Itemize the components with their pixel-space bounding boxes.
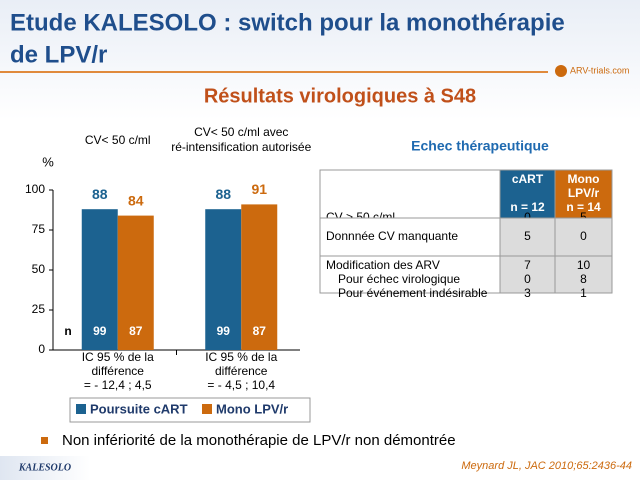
table-header-cell xyxy=(499,169,556,219)
table-text: 8 xyxy=(580,272,587,286)
table-cell xyxy=(319,255,501,294)
bar xyxy=(117,215,154,350)
bar xyxy=(241,204,278,350)
bullet-marker xyxy=(41,437,48,444)
table-text: 0 xyxy=(524,210,531,224)
table-text: 0 xyxy=(524,272,531,286)
bar xyxy=(205,209,242,350)
legend-box xyxy=(69,397,311,423)
table-title: Echec thérapeutique xyxy=(411,138,549,154)
value-label: 91 xyxy=(251,181,267,197)
group-label: CV< 50 c/ml avec xyxy=(194,125,288,139)
bullet-text: Non infériorité de la monothérapie de LP… xyxy=(62,432,456,449)
y-axis-label: % xyxy=(42,154,54,169)
legend-label: Mono LPV/r xyxy=(216,401,288,416)
legend-swatch xyxy=(202,404,212,414)
table-cell xyxy=(554,255,613,294)
y-tick-label: 100 xyxy=(25,182,45,196)
table-text: 1 xyxy=(580,286,587,300)
table-text: Modification des ARV xyxy=(326,258,440,272)
table-cell xyxy=(499,217,556,257)
table-header-text: Mono xyxy=(568,172,600,186)
table-text: Donnnée CV manquante xyxy=(326,229,458,243)
n-value: 99 xyxy=(93,324,107,338)
table-cell xyxy=(554,217,613,257)
table-text: 5 xyxy=(580,210,587,224)
y-tick-label: 0 xyxy=(38,342,45,356)
n-value: 87 xyxy=(253,324,267,338)
citation: Meynard JL, JAC 2010;65:2436-44 xyxy=(461,460,632,472)
value-label: 84 xyxy=(128,192,144,208)
title: de LPV/r xyxy=(10,41,107,68)
x-tick-label: = - 4,5 ; 10,4 xyxy=(207,378,275,392)
table-text: 5 xyxy=(524,229,531,243)
value-label: 88 xyxy=(92,186,108,202)
group-label: CV< 50 c/ml xyxy=(85,133,151,147)
x-tick-label: IC 95 % de la xyxy=(82,350,154,364)
footer-box xyxy=(0,456,90,480)
bar xyxy=(81,209,118,350)
logo-icon xyxy=(555,65,567,77)
n-label: n xyxy=(64,324,71,338)
table-cell xyxy=(499,255,556,294)
n-value: 87 xyxy=(129,324,143,338)
table-text: 3 xyxy=(524,286,531,300)
value-label: 88 xyxy=(215,186,231,202)
table-header-text: cART xyxy=(512,172,544,186)
table-text: 0 xyxy=(580,229,587,243)
y-tick-label: 75 xyxy=(32,222,46,236)
x-tick-label: différence xyxy=(92,364,145,378)
legend-label: Poursuite cART xyxy=(90,401,188,416)
x-tick-label: IC 95 % de la xyxy=(205,350,277,364)
footer: KALESOLO xyxy=(18,462,71,473)
x-tick-label: = - 12,4 ; 4,5 xyxy=(84,378,152,392)
y-tick-label: 25 xyxy=(32,302,46,316)
n-value: 99 xyxy=(217,324,231,338)
table-cell xyxy=(319,169,501,219)
x-tick-label: différence xyxy=(215,364,268,378)
table-text: 10 xyxy=(577,258,591,272)
table-text: Pour événement indésirable xyxy=(338,286,488,300)
title: Etude KALESOLO : switch pour la monothér… xyxy=(10,9,565,36)
table-header-text: LPV/r xyxy=(568,186,600,200)
subtitle: Résultats virologiques à S48 xyxy=(204,85,476,107)
table-text: Pour échec virologique xyxy=(338,272,460,286)
table-header-text: n = 14 xyxy=(566,200,601,214)
y-tick-label: 50 xyxy=(32,262,46,276)
group-label: ré-intensification autorisée xyxy=(171,140,311,154)
table-header-text: n = 12 xyxy=(510,200,545,214)
table-cell xyxy=(319,217,501,257)
legend-swatch xyxy=(76,404,86,414)
table-text: 7 xyxy=(524,258,531,272)
logo: ARV-trials.com xyxy=(570,65,629,75)
